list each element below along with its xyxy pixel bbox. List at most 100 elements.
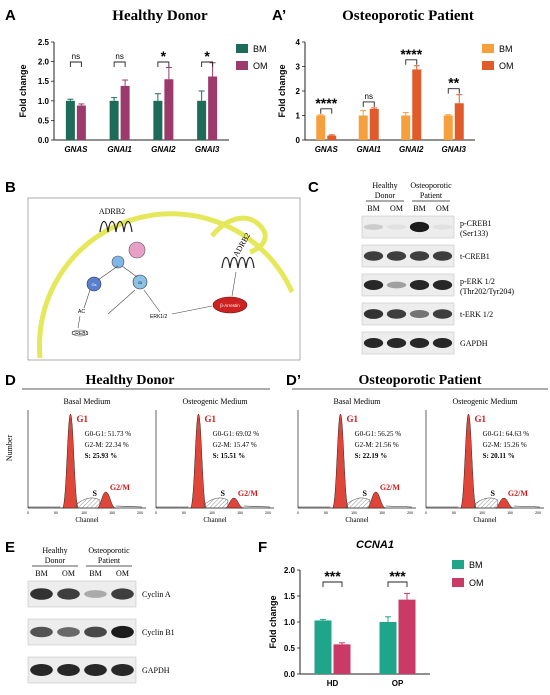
gi-label: Gi [138, 280, 142, 285]
blot-c-band [409, 279, 430, 291]
chart-a-bar [120, 85, 130, 140]
chart-f-sig-label: *** [389, 568, 406, 584]
g-protein-complex [128, 241, 146, 259]
blot-c-lane-label: BM [367, 204, 379, 213]
arrestin-node [212, 296, 248, 314]
blot-c-row-label: p-ERK 1/2 [460, 277, 495, 286]
chart-a2-y-tick-label: 2 [296, 87, 301, 96]
blot-e-band [84, 664, 107, 676]
flow-3-x-tick: 50 [324, 511, 328, 515]
chart-a-bar [65, 100, 75, 140]
blot-e-band [111, 664, 134, 676]
chart-a2-legend-swatch [482, 44, 494, 53]
chart-f-legend-swatch [452, 578, 464, 587]
blot-e-lane-label: BM [35, 569, 47, 578]
flow-2-condition-title: Osteogenic Medium [182, 397, 248, 406]
panel-letter-a2: A’ [272, 7, 286, 24]
blot-c-blot-strip [361, 215, 455, 239]
chart-a-sig-bracket [157, 61, 170, 67]
chart-a2-sig-bracket [447, 88, 460, 94]
chart-a2-sig-bracket [320, 108, 333, 114]
chart-a-y-axis-label: Fold change [18, 64, 28, 117]
flow-2-x-tick: 200 [265, 511, 271, 515]
chart-a2-sig-label: ** [448, 75, 459, 91]
chart-f-bar [379, 622, 397, 674]
blot-c-band [363, 337, 384, 349]
chart-f-bar [398, 599, 416, 674]
chart-a-bar [153, 100, 163, 140]
signaling-diagram: ADRB2 ADRB2 Gs Gi AC CREB1 ERK1/2 β-Arre… [27, 197, 301, 361]
chart-a2-y-tick-label: 1 [296, 112, 301, 121]
chart-f: 0.0 0.5 1.0 1.5 2.0 Fold change HD *** OP *** BM OM [268, 560, 484, 688]
chart-a2-sig-bracket [362, 101, 375, 107]
panel-letter-d2: D’ [286, 372, 301, 389]
blot-c-band [432, 251, 453, 261]
chart-a-sig-bracket [201, 61, 214, 67]
chart-a-bar [164, 79, 174, 140]
creb-node [71, 329, 89, 337]
chart-a2-sig-label: **** [400, 46, 422, 62]
flow-3-g1-pct: G0-G1: 56.25 % [355, 430, 402, 438]
chart-a-y-tick-label: 0.5 [38, 116, 50, 125]
g-alpha-subunit [111, 255, 125, 269]
flow-4-x-tick: 100 [479, 511, 485, 515]
blot-c-row-label-line2: (Thr202/Tyr204) [460, 287, 514, 296]
flow-1-g2m-pct: G2-M: 22.34 % [85, 441, 129, 449]
creb-label: CREB1 [72, 331, 89, 337]
flow-2-g2m-label: G2/M [238, 489, 258, 498]
chart-a-legend-label: BM [253, 44, 267, 54]
chart-a2-bar [412, 69, 422, 140]
flow-3-g1-label: G1 [346, 414, 358, 424]
chart-a2-bar [327, 135, 337, 140]
chart-a-x-tick-label: GNAI1 [107, 145, 132, 154]
flow-4-g1-peak [460, 413, 477, 509]
flow-1-g1-label: G1 [76, 414, 88, 424]
flow-plot-4: Osteogenic Medium 0 50 100 150 200 G1 S G2/M G0-G… [425, 397, 544, 524]
blot-c-row-label: GAPDH [460, 339, 488, 348]
flow-1-x-tick: 0 [27, 511, 29, 515]
blot-c-row-label: p-CREB1 [460, 219, 492, 228]
flow-2-x-tick: 50 [182, 511, 186, 515]
blot-c-lane-label: OM [390, 204, 403, 213]
flow-3-trace [298, 505, 413, 508]
blot-e-band [57, 588, 80, 600]
blot-c-blot-strip [361, 244, 455, 268]
chart-f-sig-bracket [322, 581, 343, 587]
blot-c-lane-label: OM [436, 204, 449, 213]
flow-4-x-axis-label: Channel [473, 516, 496, 524]
flow-4-condition-title: Osteogenic Medium [452, 397, 518, 406]
flow-1-s-phase [76, 497, 101, 509]
chart-f-bar [333, 644, 351, 674]
arrow-gi-ac [107, 289, 136, 315]
flow-4-trace [426, 505, 541, 508]
blot-c-band [363, 279, 384, 291]
blot-e-band [57, 627, 80, 637]
flow-4-g2m-peak [494, 497, 514, 509]
blot-e-row-label: Cyclin A [142, 590, 171, 599]
flow-1-trace [28, 505, 143, 508]
flow-2-g2m-pct: G2-M: 15.47 % [213, 441, 257, 449]
flow-2-g1-peak [190, 413, 207, 509]
receptor-label-2: ADRB2 [231, 231, 252, 258]
chart-a-legend-label: OM [253, 61, 268, 71]
panel-letter-f: F [258, 539, 267, 556]
blot-e-band [84, 626, 107, 638]
panel-title-a: Healthy Donor [112, 8, 208, 24]
chart-a2-sig-bracket [405, 59, 418, 65]
chart-a-legend-swatch [236, 61, 248, 70]
chart-f-y-tick-label: 2.0 [284, 566, 296, 575]
flow-3-x-tick: 100 [351, 511, 357, 515]
chart-a-bar [208, 76, 218, 140]
flow-1-x-tick: 200 [137, 511, 143, 515]
arrow-ac-creb [77, 315, 81, 329]
flow-2-g2m-peak [224, 497, 244, 509]
chart-f-y-tick-label: 0.0 [284, 670, 296, 679]
chart-a2-bar [358, 115, 368, 140]
chart-a2-y-axis-label: Fold change [277, 64, 287, 117]
blot-c-row-label-line2: (Ser133) [460, 229, 488, 238]
blot-e-row-label: Cyclin B1 [142, 628, 175, 637]
flow-4-s-label: S [490, 489, 495, 498]
